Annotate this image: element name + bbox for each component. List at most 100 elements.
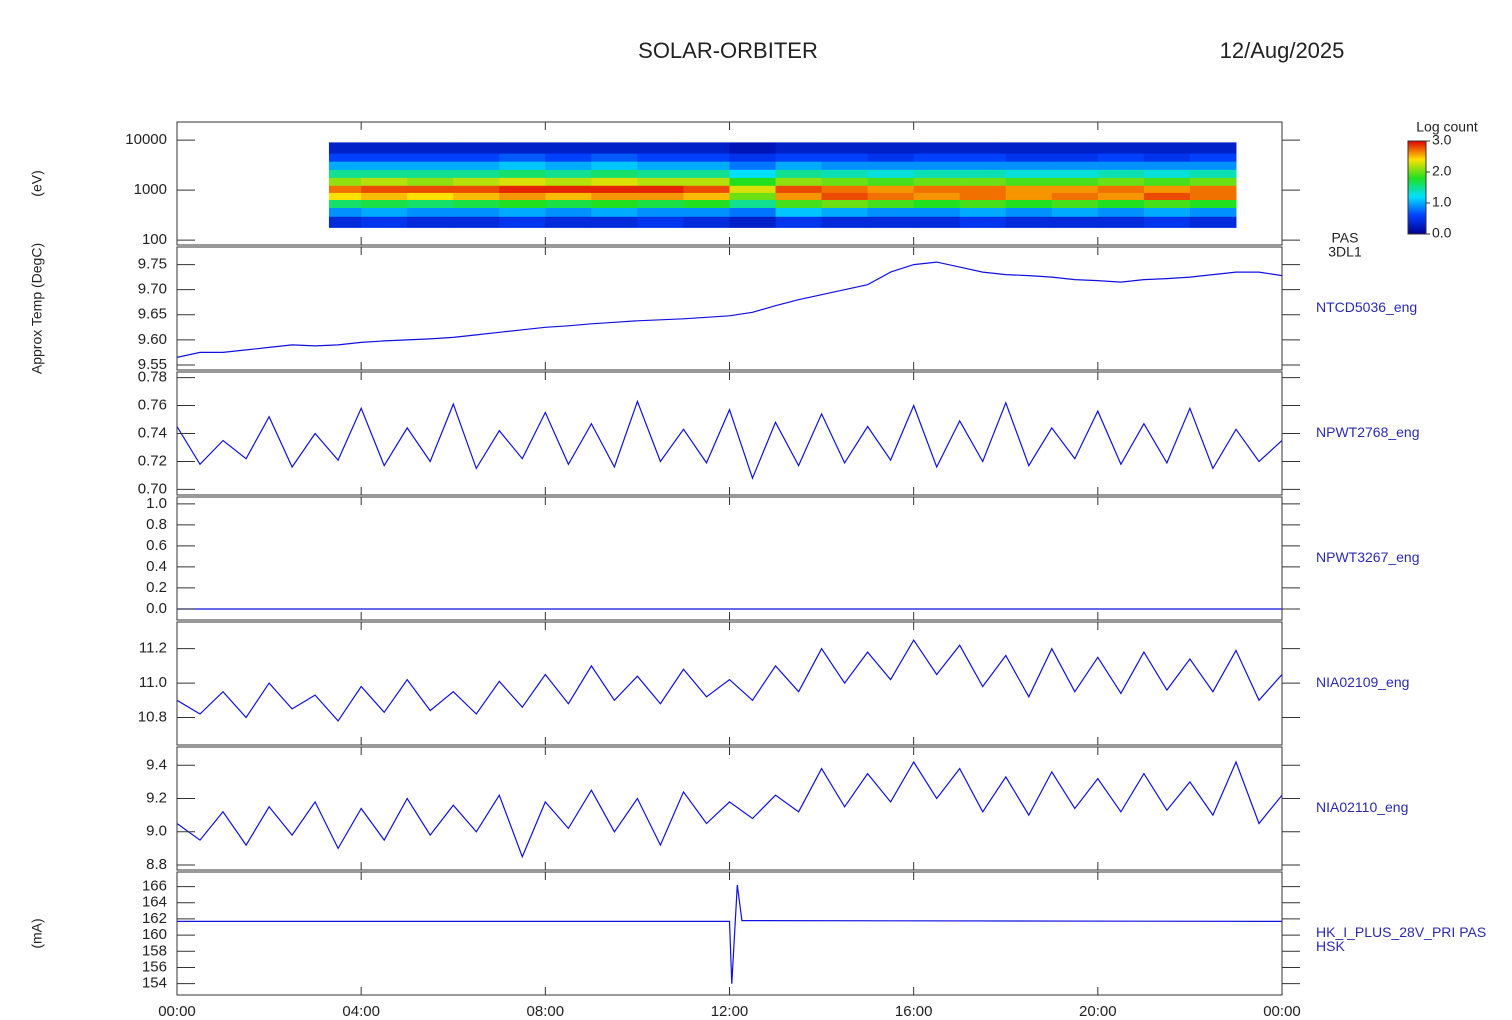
heat-cell (1097, 142, 1145, 154)
colorbar-tick-label: 2.0 (1432, 163, 1452, 179)
heat-cell (729, 153, 777, 162)
heat-cell (821, 161, 869, 170)
heat-cell (959, 199, 1007, 208)
heat-cell (361, 216, 408, 228)
heat-cell (499, 177, 546, 186)
heat-cell (821, 192, 869, 200)
heat-cell (545, 207, 592, 217)
heat-cell (1097, 192, 1145, 200)
heat-cell (591, 153, 638, 162)
y-tick-label: 0.2 (146, 579, 167, 596)
heat-cell (453, 142, 500, 154)
heat-cell (959, 177, 1007, 186)
heat-cell (775, 216, 823, 228)
heat-cell (499, 185, 546, 193)
heat-cell (453, 185, 500, 193)
heat-cell (1005, 153, 1053, 162)
heat-cell (1005, 185, 1053, 193)
heat-cell (1005, 142, 1053, 154)
heat-cell (821, 169, 869, 178)
y-tick-label: 0.78 (138, 369, 167, 386)
heat-cell (1143, 153, 1191, 162)
heat-cell (683, 192, 730, 200)
heat-cell (1051, 192, 1099, 200)
heat-cell (328, 199, 362, 208)
y-tick-label: 166 (142, 878, 167, 895)
heat-cell (361, 177, 408, 186)
x-tick-label: 00:00 (1263, 1003, 1301, 1020)
panel-plot (177, 760, 1282, 859)
heat-cell (683, 142, 730, 154)
x-tick-label: 08:00 (527, 1003, 565, 1020)
panel-label: HSK (1316, 938, 1345, 954)
panel-label: NIA02110_eng (1316, 799, 1408, 815)
heat-cell (821, 142, 869, 154)
heat-cell (867, 199, 915, 208)
panel-label: 3DL1 (1328, 244, 1362, 260)
x-tick-label: 12:00 (711, 1003, 749, 1020)
heat-cell (1097, 216, 1145, 228)
x-tick-label: 16:00 (895, 1003, 933, 1020)
heat-cell (683, 161, 730, 170)
panel-label: NTCD5036_eng (1316, 299, 1417, 315)
heat-cell (1189, 192, 1237, 200)
heat-cell (867, 207, 915, 217)
heat-cell (545, 199, 592, 208)
y-tick-label: 9.75 (138, 256, 167, 273)
heat-cell (683, 153, 730, 162)
heat-cell (1051, 216, 1099, 228)
heat-cell (1143, 216, 1191, 228)
heat-cell (1143, 142, 1191, 154)
heat-cell (775, 161, 823, 170)
heat-cell (1097, 169, 1145, 178)
heat-cell (1189, 153, 1237, 162)
y-tick-label: 156 (142, 958, 167, 975)
y-tick-label: 160 (142, 926, 167, 943)
heat-cell (867, 216, 915, 228)
heat-cell (959, 192, 1007, 200)
panel-plot (177, 399, 1282, 480)
panel-plot (177, 884, 1282, 984)
panel-plot (328, 142, 1237, 228)
y-tick-label: 0.74 (138, 424, 167, 441)
heat-cell (821, 199, 869, 208)
heat-cell (361, 169, 408, 178)
y-axis-label: (eV) (29, 170, 45, 196)
heat-cell (499, 153, 546, 162)
heat-cell (729, 216, 777, 228)
heat-cell (545, 169, 592, 178)
chart-date: 12/Aug/2025 (1220, 38, 1345, 63)
y-tick-label: 0.76 (138, 397, 167, 414)
heat-cell (361, 142, 408, 154)
heat-cell (821, 153, 869, 162)
heat-cell (775, 177, 823, 186)
y-tick-label: 1000 (134, 181, 167, 198)
heat-cell (867, 192, 915, 200)
heat-cell (545, 185, 592, 193)
heat-cell (683, 169, 730, 178)
heat-cell (545, 192, 592, 200)
x-tick-label: 20:00 (1079, 1003, 1117, 1020)
heat-cell (1189, 169, 1237, 178)
y-tick-label: 0.6 (146, 537, 167, 554)
heat-cell (637, 185, 684, 193)
heat-cell (453, 161, 500, 170)
heat-cell (637, 161, 684, 170)
heat-cell (1051, 199, 1099, 208)
y-tick-label: 8.8 (146, 856, 167, 873)
heat-cell (1189, 177, 1237, 186)
heat-cell (1051, 142, 1099, 154)
heat-cell (453, 216, 500, 228)
heat-cell (1051, 207, 1099, 217)
heat-cell (407, 192, 454, 200)
heat-cell (591, 142, 638, 154)
heat-cell (1143, 199, 1191, 208)
heat-cell (499, 161, 546, 170)
heat-cell (1051, 169, 1099, 178)
heat-cell (913, 161, 961, 170)
heat-cell (729, 161, 777, 170)
y-axis-label: Approx Temp (DegC) (29, 243, 45, 374)
heat-cell (867, 142, 915, 154)
heat-cell (959, 185, 1007, 193)
